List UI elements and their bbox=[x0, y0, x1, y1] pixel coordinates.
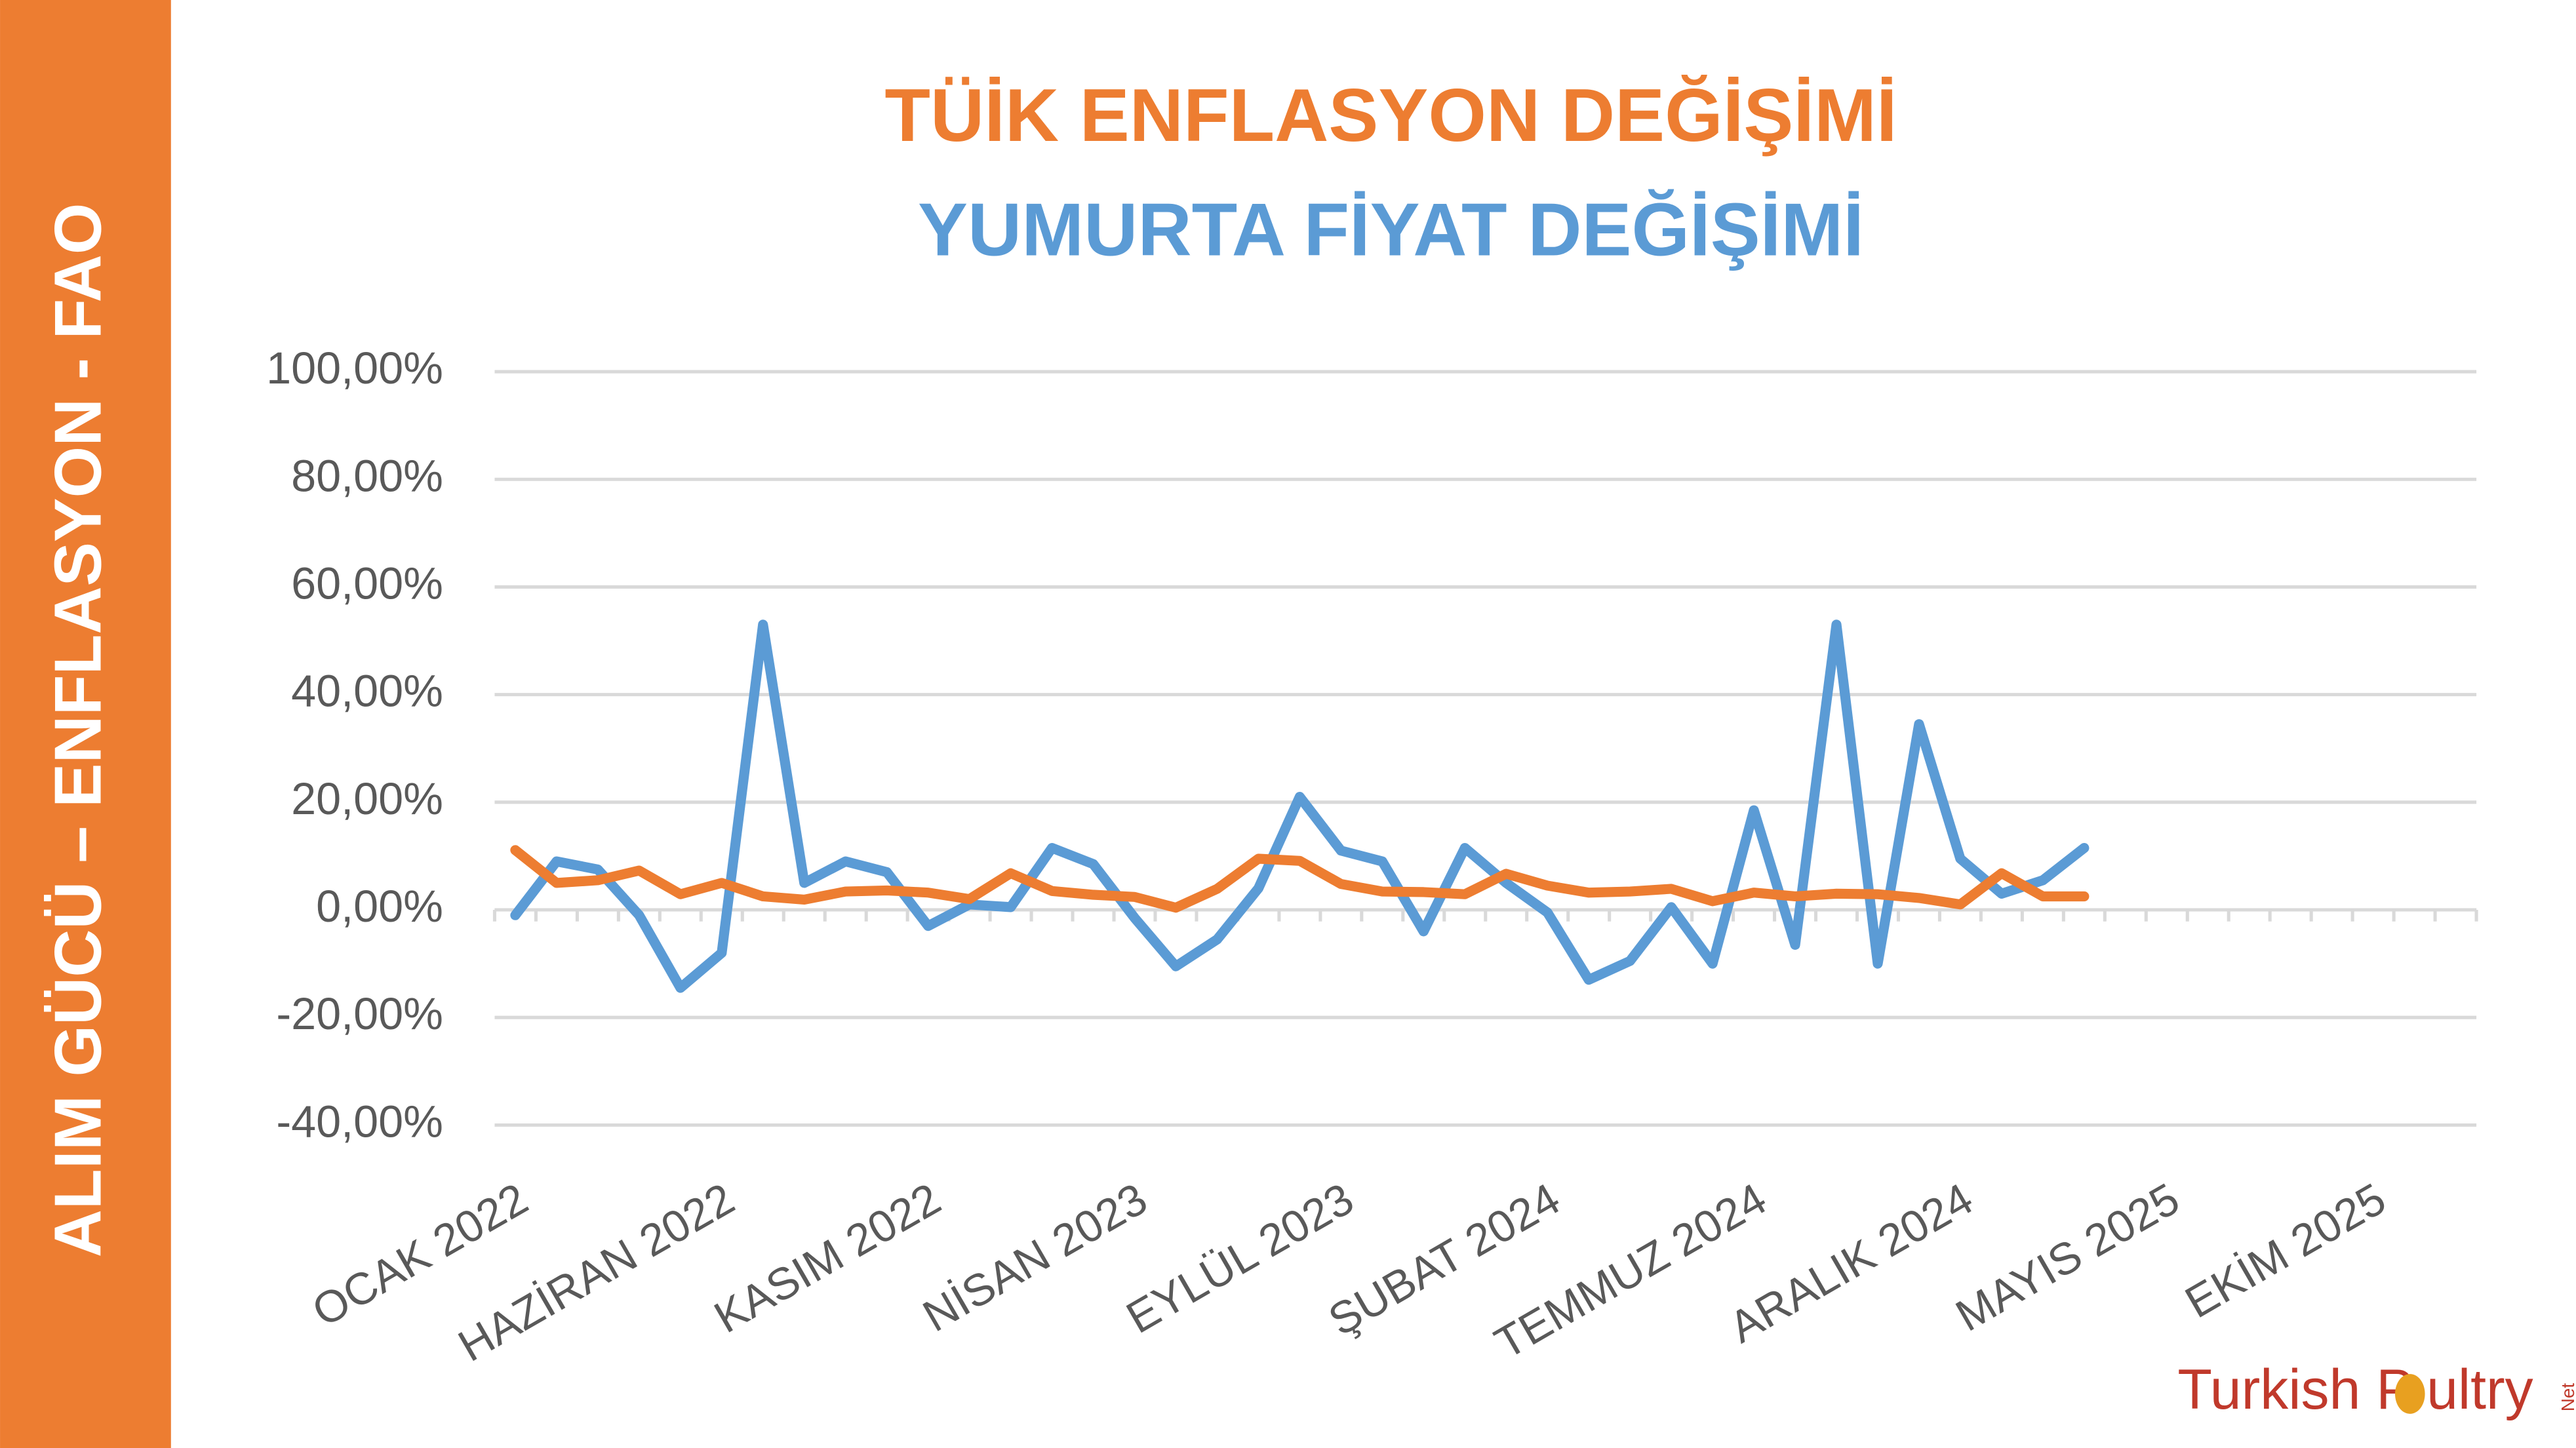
title-orange: TÜİK ENFLASYON DEĞİŞİMİ bbox=[884, 74, 1897, 157]
x-tick-label: NİSAN 2023 bbox=[915, 1174, 1155, 1342]
logo-text: Turkish P bbox=[2177, 1358, 2413, 1421]
y-tick-label: 0,00% bbox=[316, 882, 443, 931]
series-line bbox=[510, 845, 2090, 913]
y-tick-label: -20,00% bbox=[276, 989, 443, 1039]
y-tick-label: 100,00% bbox=[266, 343, 443, 393]
y-tick-label: 20,00% bbox=[291, 774, 443, 824]
x-tick-label: EKİM 2025 bbox=[2177, 1174, 2394, 1328]
x-tick-label: MAYIS 2025 bbox=[1948, 1174, 2188, 1341]
x-tick-label: KASIM 2022 bbox=[706, 1174, 949, 1343]
logo-egg bbox=[2395, 1374, 2425, 1414]
y-tick-label: 80,00% bbox=[291, 451, 443, 501]
side-banner-bg bbox=[0, 0, 171, 1448]
y-tick-label: -40,00% bbox=[276, 1097, 443, 1146]
logo-text: ultry bbox=[2427, 1358, 2533, 1421]
series-line bbox=[510, 619, 2090, 993]
side-banner: ALIM GÜCÜ – ENFLASYON - FAO bbox=[41, 203, 115, 1257]
title-blue: YUMURTA FİYAT DEĞİŞİMİ bbox=[918, 189, 1864, 272]
x-tick-label: EYLÜL 2023 bbox=[1119, 1174, 1362, 1343]
y-tick-label: 40,00% bbox=[291, 667, 443, 716]
y-tick-label: 60,00% bbox=[291, 558, 443, 608]
logo: Turkish P ultry Net bbox=[2177, 1358, 2576, 1421]
logo-suffix: Net bbox=[2558, 1383, 2576, 1412]
